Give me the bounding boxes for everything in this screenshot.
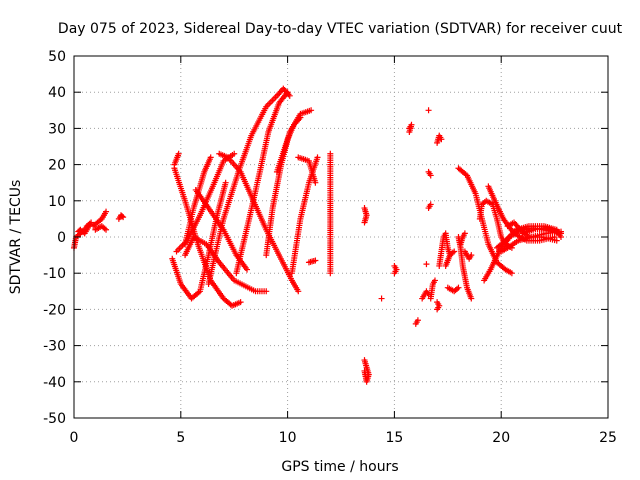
data-point [120, 214, 127, 221]
tick-marks-layer [73, 55, 609, 419]
x-tick-label: 15 [385, 430, 403, 446]
y-tick-label: -10 [43, 266, 66, 282]
data-point [308, 107, 315, 114]
series-track-late-17 [519, 224, 565, 237]
series-track-mid-6 [406, 121, 415, 136]
data-point [222, 179, 229, 186]
series-track-late-3 [434, 299, 443, 313]
data-point [431, 277, 438, 284]
data-point [103, 208, 110, 215]
data-point [455, 284, 462, 291]
y-axis-title: SDTVAR / TECUs [8, 180, 24, 295]
series-track-mid-1 [327, 150, 334, 277]
series-track-mid-12 [425, 201, 434, 212]
x-axis-title: GPS time / hours [281, 459, 398, 475]
data-point [312, 257, 319, 264]
series-track-late-6 [444, 284, 462, 295]
series-track-mid-7 [412, 317, 421, 327]
series-track-arc-10 [233, 89, 291, 277]
y-tick-label: -20 [43, 302, 66, 318]
data-point [361, 367, 368, 374]
series-track-late-2 [427, 277, 438, 302]
series-track-arc-6 [182, 234, 270, 295]
series-track-mid-10 [425, 107, 432, 114]
data-point [175, 150, 182, 157]
series-track-late-4 [436, 230, 453, 269]
series-track-arc-9 [205, 85, 293, 288]
data-point [76, 227, 83, 234]
x-tick-label: 0 [70, 430, 79, 446]
y-tick-label: 30 [48, 121, 66, 137]
y-tick-label: 10 [48, 194, 66, 210]
data-point [103, 226, 110, 233]
series-track-mid-9 [423, 261, 430, 268]
y-tick-label: 0 [57, 230, 66, 246]
data-point [312, 179, 319, 186]
series-track-mid-3 [361, 357, 372, 385]
x-tick-label: 10 [279, 430, 297, 446]
series-track-late-1 [434, 132, 445, 146]
data-point [237, 299, 244, 306]
data-point [414, 317, 421, 324]
series-track-mid-4 [378, 295, 385, 302]
data-point [468, 252, 475, 259]
series-track-mid-11 [425, 168, 434, 179]
data-point [207, 154, 214, 161]
data-point [434, 299, 441, 306]
series-track-late-8 [457, 230, 468, 248]
data-point [553, 237, 560, 244]
data-point [423, 261, 430, 268]
series-track-mid-2 [361, 205, 370, 226]
data-point [468, 295, 475, 302]
data-point [119, 213, 126, 220]
x-tick-label: 20 [492, 430, 510, 446]
y-tick-label: -30 [43, 339, 66, 355]
series-track-arc-14 [295, 154, 319, 186]
series-track-early-3 [115, 212, 127, 222]
series-track-mid-5 [391, 262, 400, 277]
y-tick-label: 40 [48, 85, 66, 101]
y-tick-label: -50 [43, 411, 66, 427]
data-point [314, 154, 321, 161]
data-point [75, 228, 82, 235]
data-point [391, 262, 398, 269]
data-point [295, 288, 302, 295]
data-point [406, 125, 413, 132]
x-tick-label: 25 [599, 430, 617, 446]
data-point [427, 172, 434, 179]
data-points-layer [71, 85, 565, 385]
data-point [284, 89, 291, 96]
data-point [244, 266, 251, 273]
data-point [425, 107, 432, 114]
series-track-arc-13 [273, 114, 304, 175]
series-track-arc-2 [171, 150, 182, 168]
series-track-early-2 [92, 223, 110, 233]
data-point [361, 219, 368, 226]
series-track-arc-15 [305, 257, 319, 266]
series-track-late-5 [442, 248, 458, 269]
series-track-late-9 [461, 248, 475, 262]
grid-layer [74, 56, 608, 418]
data-point [508, 270, 515, 277]
data-point [231, 150, 238, 157]
data-point [451, 248, 458, 255]
y-tick-label: 20 [48, 158, 66, 174]
series-track-early-1 [90, 208, 110, 230]
series-track-arc-4 [169, 179, 229, 302]
series-track-late-7 [455, 234, 475, 302]
data-point [438, 136, 445, 143]
x-tick-label: 5 [176, 430, 185, 446]
data-point [378, 295, 385, 302]
chart-title: Day 075 of 2023, Sidereal Day-to-day VTE… [58, 21, 623, 37]
data-point [427, 201, 434, 208]
data-point [461, 230, 468, 237]
data-point [327, 270, 334, 277]
y-tick-label: -40 [43, 375, 66, 391]
data-point [263, 288, 270, 295]
y-tick-label: 50 [48, 49, 66, 65]
data-point [558, 230, 565, 237]
tick-labels-layer: 0 5 10 15 20 25 -50 -40 -30 -20 -10 0 10 20 30 40 50 [43, 49, 617, 446]
data-point [297, 114, 304, 121]
